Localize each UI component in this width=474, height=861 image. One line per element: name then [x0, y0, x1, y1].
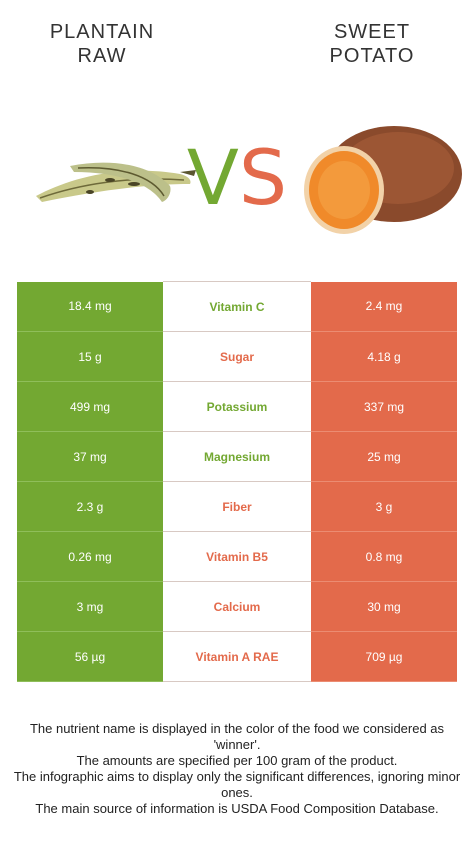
plantain-image [36, 162, 196, 202]
right-value: 0.8 mg [311, 531, 457, 582]
right-value: 3 g [311, 481, 457, 532]
vs-letter-v: V [186, 133, 239, 222]
right-value: 337 mg [311, 381, 457, 432]
vs-label: VS [180, 138, 294, 218]
nutrient-name: Calcium [163, 581, 311, 632]
table-row: 2.3 g Fiber 3 g [17, 481, 457, 532]
nutrient-name: Potassium [163, 381, 311, 432]
left-value: 3 mg [17, 581, 163, 632]
nutrient-comparison-table: 18.4 mg Vitamin C 2.4 mg 15 g Sugar 4.18 g 499… [17, 281, 457, 682]
table-row: 3 mg Calcium 30 mg [17, 581, 457, 632]
right-value: 30 mg [311, 581, 457, 632]
right-value: 4.18 g [311, 331, 457, 382]
left-value: 37 mg [17, 431, 163, 482]
nutrient-name: Magnesium [163, 431, 311, 482]
nutrient-name: Vitamin B5 [163, 531, 311, 582]
table-row: 37 mg Magnesium 25 mg [17, 431, 457, 482]
table-row: 56 µg Vitamin A RAE 709 µg [17, 631, 457, 682]
footnote-line: The infographic aims to display only the… [13, 769, 461, 800]
table-row: 0.26 mg Vitamin B5 0.8 mg [17, 531, 457, 582]
vs-letter-s: S [238, 133, 288, 222]
footnote-line: The nutrient name is displayed in the co… [29, 721, 445, 752]
nutrient-name: Vitamin A RAE [163, 631, 311, 682]
left-value: 2.3 g [17, 481, 163, 532]
left-value: 18.4 mg [17, 281, 163, 332]
nutrient-name: Sugar [163, 331, 311, 382]
left-value: 499 mg [17, 381, 163, 432]
right-value: 25 mg [311, 431, 457, 482]
table-row: 18.4 mg Vitamin C 2.4 mg [17, 281, 457, 332]
left-value: 15 g [17, 331, 163, 382]
right-value: 2.4 mg [311, 281, 457, 332]
footnote-line: The amounts are specified per 100 gram o… [76, 753, 398, 768]
left-food-title: PLANTAIN RAW [49, 21, 155, 67]
right-value: 709 µg [311, 631, 457, 682]
footnote-line: The main source of information is USDA F… [35, 801, 439, 816]
right-food-title: SWEET POTATO [329, 21, 415, 67]
left-value: 0.26 mg [17, 531, 163, 582]
nutrient-name: Vitamin C [163, 281, 311, 332]
sweet-potato-image [304, 126, 462, 234]
left-value: 56 µg [17, 631, 163, 682]
table-row: 15 g Sugar 4.18 g [17, 331, 457, 382]
nutrient-name: Fiber [163, 481, 311, 532]
table-row: 499 mg Potassium 337 mg [17, 381, 457, 432]
footnote: The nutrient name is displayed in the co… [10, 721, 464, 817]
